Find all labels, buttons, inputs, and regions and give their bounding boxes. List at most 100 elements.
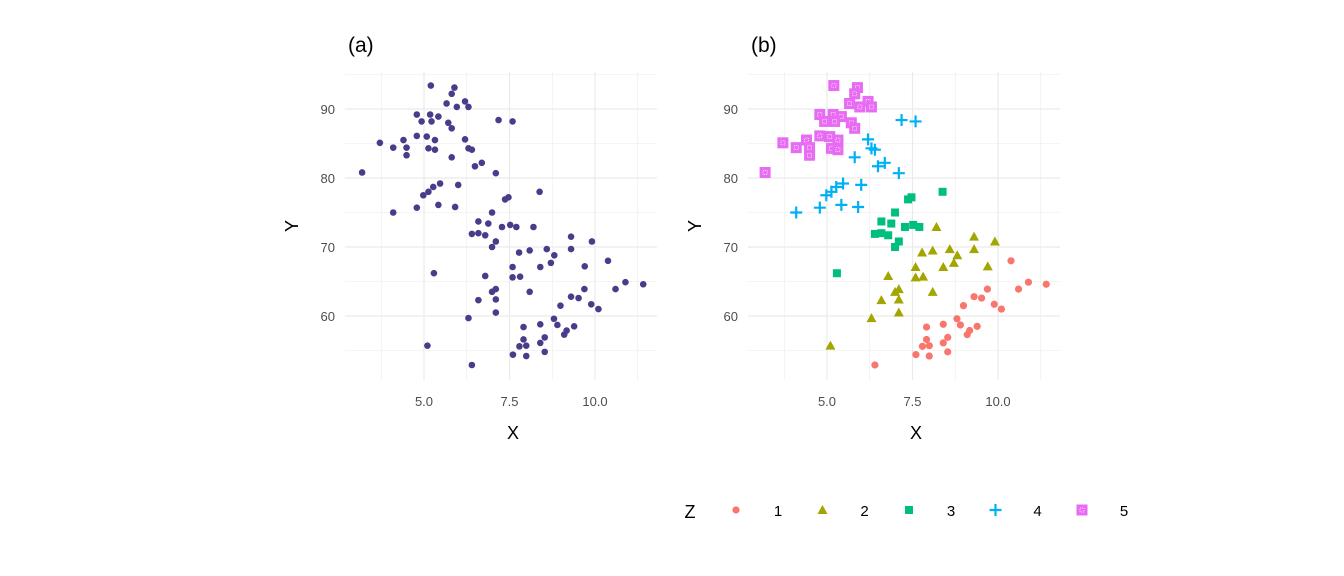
y-tick-label: 90: [724, 102, 738, 117]
data-point-z5: [849, 88, 861, 100]
data-point: [498, 223, 506, 231]
data-point-z5: [777, 137, 789, 149]
x-tick-label: 5.0: [415, 394, 433, 409]
data-point-z1: [944, 333, 952, 341]
data-point: [522, 342, 530, 349]
data-point: [536, 188, 543, 196]
data-point: [403, 144, 410, 151]
data-point: [465, 314, 472, 322]
data-point-z5: [800, 134, 812, 146]
data-point: [428, 118, 435, 125]
marker-box: [828, 80, 840, 92]
data-point: [509, 263, 516, 271]
data-point: [588, 238, 596, 245]
data-point: [492, 309, 500, 316]
data-point: [413, 132, 421, 140]
y-axis-label: Y: [282, 220, 302, 232]
data-point: [560, 331, 568, 338]
data-point: [541, 334, 549, 341]
data-point: [451, 84, 458, 91]
data-point: [509, 351, 517, 358]
data-point-z4: [892, 167, 905, 180]
data-point-z3: [877, 217, 886, 226]
data-point: [492, 169, 500, 177]
y-tick-label: 60: [321, 309, 335, 324]
data-point-z3: [887, 219, 896, 228]
marker-inner: [807, 145, 812, 150]
data-point: [488, 288, 496, 296]
data-point-z1: [1007, 257, 1015, 265]
marker-box: [804, 142, 816, 154]
data-point-z4: [878, 156, 891, 169]
legend-key-5: [1076, 504, 1088, 516]
data-point: [570, 323, 578, 330]
data-point-z2: [931, 221, 942, 231]
data-point-z1: [939, 339, 947, 347]
marker-box: [790, 142, 802, 154]
data-point-z2: [917, 247, 928, 257]
data-point-z1: [925, 352, 933, 360]
data-point-z3: [904, 195, 913, 204]
legend-key-1: [732, 506, 740, 514]
data-point: [425, 145, 432, 152]
x-tick-label: 7.5: [500, 394, 518, 409]
data-point: [543, 245, 551, 253]
data-point-z2: [969, 231, 980, 241]
marker-inner: [780, 140, 786, 146]
data-point-z2: [952, 250, 963, 260]
marker-box: [829, 115, 841, 127]
legend-label: 4: [1033, 503, 1041, 520]
data-point-z1: [925, 342, 933, 350]
data-point-z4: [862, 133, 875, 146]
data-point-z2: [893, 307, 904, 317]
data-point-z5: [828, 80, 840, 92]
data-point-z2: [938, 262, 949, 272]
data-point: [436, 180, 444, 187]
data-point-z2: [890, 286, 901, 296]
data-point-z1: [1024, 278, 1033, 286]
data-point-z1: [956, 321, 964, 329]
data-point-z5: [829, 115, 841, 127]
marker-box: [832, 144, 844, 156]
data-point-z1: [944, 348, 952, 356]
data-point-z1: [918, 342, 927, 350]
data-point-z2: [918, 271, 929, 281]
data-point: [435, 201, 442, 209]
data-point-z1: [1014, 285, 1023, 293]
x-tick-label: 10.0: [582, 394, 607, 409]
data-point-z3: [938, 187, 947, 196]
data-point: [495, 116, 502, 124]
data-point: [515, 249, 523, 256]
data-point: [427, 82, 435, 89]
data-point: [389, 209, 397, 216]
legend-title: Z: [685, 502, 696, 522]
data-point-z2: [883, 270, 894, 280]
data-point: [522, 352, 530, 360]
marker-inner: [831, 83, 837, 88]
marker-box: [832, 134, 844, 146]
marker-box: [865, 101, 877, 113]
data-point-z3: [870, 229, 879, 238]
data-point-z3: [891, 243, 900, 251]
data-point: [471, 162, 479, 170]
data-point: [551, 251, 558, 259]
data-point: [451, 203, 459, 211]
data-point-z2: [825, 340, 836, 350]
data-point: [520, 323, 527, 331]
data-point: [475, 229, 482, 237]
marker-box: [824, 131, 836, 143]
data-point-z4: [813, 201, 826, 214]
marker-box: [819, 115, 831, 127]
data-point-z1: [922, 335, 931, 344]
data-point: [400, 136, 407, 144]
marker-box: [851, 82, 863, 94]
data-point-z2: [969, 244, 980, 254]
data-point: [468, 361, 476, 369]
data-point: [468, 230, 476, 238]
data-point-z5: [804, 149, 816, 161]
data-point-z4: [871, 160, 884, 173]
data-point-z2: [876, 295, 887, 305]
marker-inner: [835, 147, 841, 153]
data-point-z2: [910, 272, 921, 282]
data-point: [376, 139, 384, 147]
